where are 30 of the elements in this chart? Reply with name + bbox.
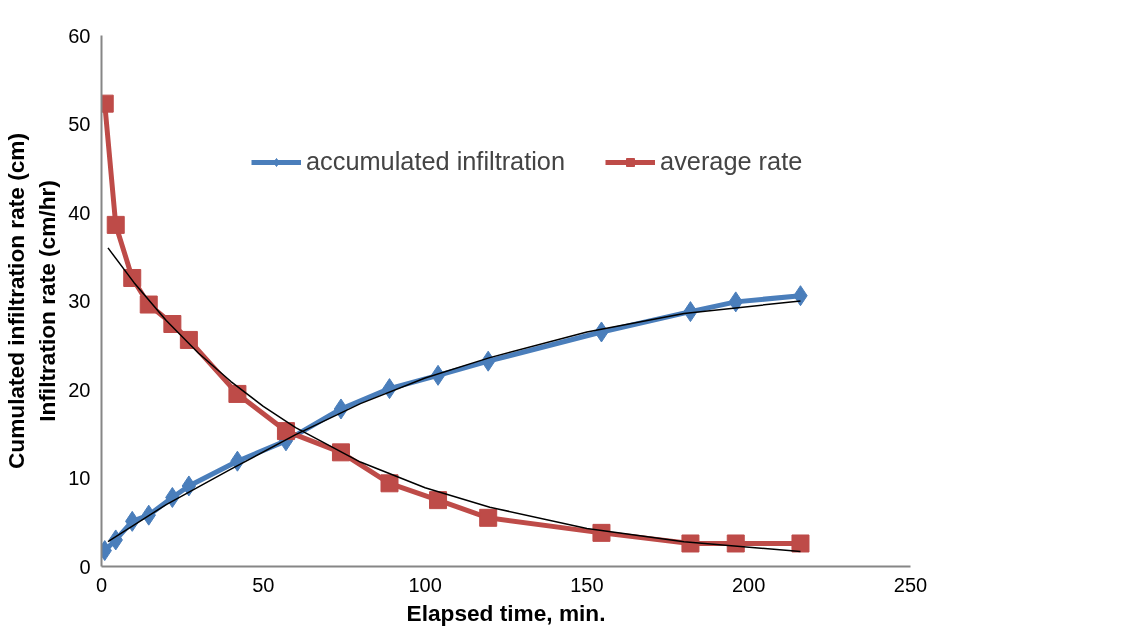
x-tick-label: 100 [408,573,442,596]
point [479,508,498,527]
y-tick-label: 30 [68,290,91,312]
point [106,215,125,234]
y-tick-label: 50 [68,113,91,135]
x-axis-title: Elapsed time, min. [406,599,606,626]
point [592,523,611,542]
point [429,491,448,510]
legend-label: average rate [660,147,803,176]
y-tick-label: 60 [68,24,91,47]
y-tick-label: 0 [79,555,91,578]
point [380,474,399,493]
y-tick-label: 20 [68,378,91,401]
x-tick-label: 150 [570,573,604,596]
point [276,422,295,441]
x-tick-label: 50 [252,573,275,596]
y-axis-title: Cumulated infiltration rate (cm) Infiltration rate (cm/hr) [3,132,61,470]
y-tick-label: 40 [68,201,91,224]
point [228,384,247,403]
point [681,534,700,553]
point [179,330,198,349]
x-tick-label: 250 [893,573,928,596]
point [181,475,197,497]
point [791,534,810,553]
x-tick-label: 200 [732,573,766,596]
x-tick-label: 0 [95,573,108,596]
y-tick-label: 10 [68,467,91,489]
legend-label: accumulated infiltration [306,147,566,176]
point [139,295,158,314]
point [726,534,745,553]
